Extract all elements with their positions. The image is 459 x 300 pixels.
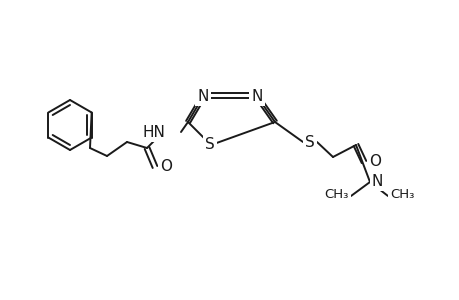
Text: CH₃: CH₃ (324, 188, 348, 202)
Text: S: S (205, 136, 214, 152)
Text: O: O (368, 154, 380, 169)
Text: S: S (205, 136, 214, 152)
Text: O: O (160, 158, 172, 173)
Text: N: N (251, 88, 262, 104)
Text: N: N (371, 173, 382, 188)
Text: CH₃: CH₃ (389, 188, 414, 202)
Text: N: N (251, 88, 262, 104)
Text: N: N (197, 88, 208, 104)
Text: HN: HN (142, 124, 165, 140)
Text: N: N (197, 88, 208, 104)
Text: S: S (304, 134, 314, 149)
